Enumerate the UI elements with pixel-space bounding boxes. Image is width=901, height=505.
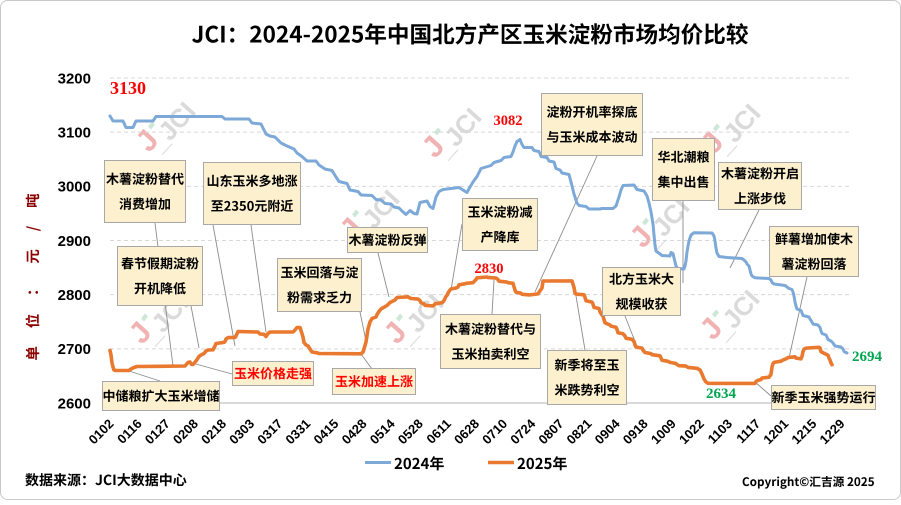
svg-text:3130: 3130 [110, 78, 146, 98]
svg-text:2600: 2600 [58, 395, 91, 412]
svg-text:3100: 3100 [58, 124, 91, 141]
svg-text:2900: 2900 [58, 233, 91, 250]
svg-text:2700: 2700 [58, 341, 91, 358]
svg-text:3000: 3000 [58, 179, 91, 196]
svg-text:3082: 3082 [494, 113, 523, 129]
svg-text:2694: 2694 [852, 349, 883, 365]
svg-text:2830: 2830 [475, 261, 504, 277]
svg-text:2800: 2800 [58, 287, 91, 304]
svg-text:2634: 2634 [706, 386, 737, 402]
svg-text:3200: 3200 [58, 70, 91, 87]
